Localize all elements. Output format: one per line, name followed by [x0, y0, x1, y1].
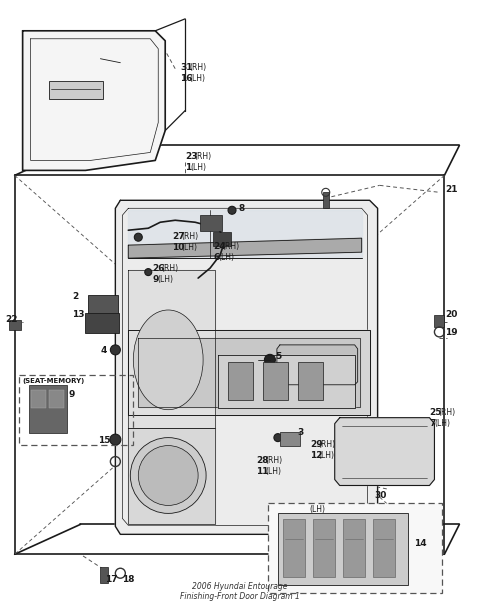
- Text: 13: 13: [72, 310, 85, 319]
- Circle shape: [130, 438, 206, 513]
- Text: 23: 23: [185, 152, 198, 162]
- Bar: [283, 520, 305, 577]
- Text: 21: 21: [445, 185, 458, 195]
- Text: 7: 7: [430, 419, 436, 428]
- Text: 15: 15: [98, 436, 111, 445]
- Text: (RH): (RH): [439, 408, 456, 417]
- Text: 30: 30: [374, 491, 387, 501]
- Text: 25: 25: [430, 408, 442, 417]
- Polygon shape: [128, 211, 361, 258]
- Text: (LH): (LH): [181, 243, 197, 252]
- Text: 10: 10: [172, 243, 185, 252]
- Text: (LH): (LH): [310, 506, 326, 515]
- Circle shape: [228, 206, 236, 214]
- Text: 4: 4: [100, 346, 107, 355]
- Text: 28: 28: [256, 455, 268, 465]
- Text: 19: 19: [445, 328, 458, 337]
- Text: 17: 17: [106, 575, 118, 584]
- Polygon shape: [128, 428, 215, 524]
- Circle shape: [110, 345, 120, 355]
- Text: 22: 22: [6, 315, 18, 324]
- Text: (LH): (LH): [265, 466, 281, 476]
- Bar: [9, 320, 21, 330]
- Text: 5: 5: [275, 352, 281, 361]
- Polygon shape: [335, 417, 434, 485]
- Bar: [228, 362, 253, 400]
- Bar: [213, 232, 231, 246]
- Bar: [19, 375, 133, 444]
- Circle shape: [264, 354, 276, 365]
- Bar: [200, 215, 222, 231]
- Ellipse shape: [133, 310, 203, 409]
- Polygon shape: [218, 355, 355, 408]
- Text: 12: 12: [310, 450, 322, 460]
- Circle shape: [138, 446, 198, 506]
- Bar: [100, 567, 108, 583]
- Bar: [48, 81, 103, 99]
- Circle shape: [134, 233, 142, 241]
- Text: 18: 18: [122, 575, 135, 584]
- Text: (LH): (LH): [190, 163, 206, 173]
- Bar: [263, 362, 288, 400]
- Bar: [323, 192, 329, 208]
- Text: 11: 11: [256, 466, 268, 476]
- Text: (LH): (LH): [157, 275, 173, 284]
- Text: 2: 2: [72, 292, 79, 301]
- Text: 29: 29: [310, 439, 323, 449]
- Polygon shape: [23, 31, 165, 170]
- Text: 24: 24: [213, 242, 226, 251]
- Text: 27: 27: [172, 232, 185, 241]
- Text: (LH): (LH): [319, 450, 335, 460]
- Bar: [48, 390, 63, 408]
- Text: (LH): (LH): [189, 73, 205, 83]
- Polygon shape: [128, 238, 361, 258]
- Bar: [372, 520, 395, 577]
- Text: 2006 Hyundai Entourage
Finishing-Front Door Diagram 1: 2006 Hyundai Entourage Finishing-Front D…: [180, 582, 300, 601]
- Bar: [29, 385, 67, 433]
- Polygon shape: [128, 330, 370, 415]
- Text: 3: 3: [298, 428, 304, 436]
- Bar: [278, 513, 408, 585]
- Circle shape: [110, 434, 121, 445]
- Text: 16: 16: [180, 73, 192, 83]
- Bar: [434, 315, 444, 327]
- Text: 8: 8: [238, 204, 244, 214]
- Bar: [298, 362, 323, 400]
- Text: 9: 9: [152, 275, 158, 284]
- Text: 14: 14: [415, 539, 427, 548]
- Circle shape: [145, 269, 152, 275]
- Bar: [280, 431, 300, 446]
- Text: (SEAT-MEMORY): (SEAT-MEMORY): [23, 378, 85, 384]
- Text: (RH): (RH): [319, 439, 336, 449]
- Text: 31: 31: [180, 62, 192, 72]
- Text: 26: 26: [152, 264, 165, 273]
- Bar: [343, 520, 365, 577]
- Bar: [313, 520, 335, 577]
- Text: 1: 1: [185, 163, 192, 173]
- Text: (RH): (RH): [194, 152, 211, 162]
- Polygon shape: [128, 270, 215, 428]
- Text: 6: 6: [213, 253, 219, 262]
- Bar: [85, 313, 120, 333]
- Text: (RH): (RH): [265, 455, 282, 465]
- Bar: [268, 504, 443, 593]
- Polygon shape: [138, 338, 360, 407]
- Text: (RH): (RH): [189, 62, 206, 72]
- Text: 20: 20: [445, 310, 458, 319]
- Bar: [88, 295, 119, 317]
- Bar: [31, 390, 46, 408]
- Text: (RH): (RH): [161, 264, 179, 273]
- Circle shape: [274, 434, 282, 442]
- Text: (LH): (LH): [218, 253, 234, 262]
- Text: (RH): (RH): [181, 232, 198, 241]
- Polygon shape: [115, 200, 378, 534]
- Text: 9: 9: [69, 390, 75, 399]
- Text: (LH): (LH): [434, 419, 450, 428]
- Polygon shape: [277, 345, 358, 385]
- Text: (RH): (RH): [222, 242, 239, 251]
